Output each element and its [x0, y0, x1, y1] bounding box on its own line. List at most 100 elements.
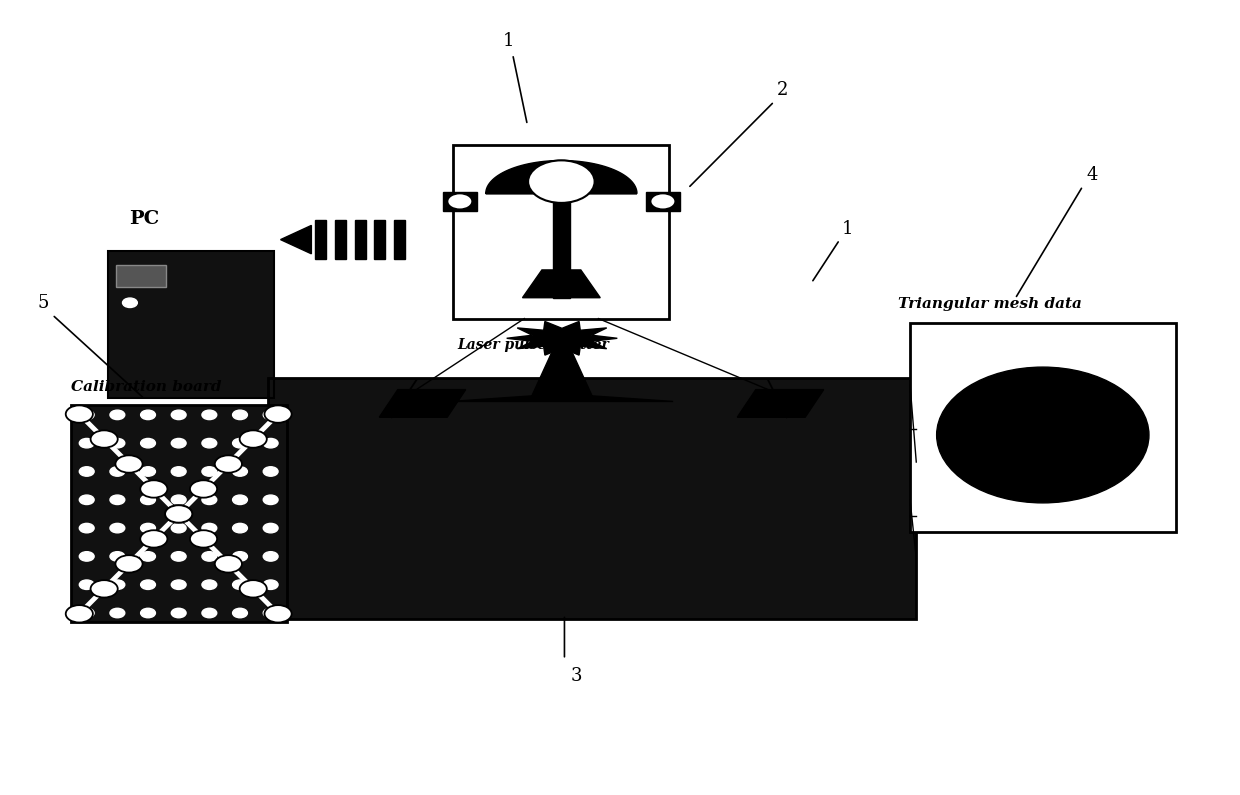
Circle shape — [79, 523, 94, 533]
Circle shape — [66, 405, 93, 423]
Circle shape — [140, 480, 167, 498]
Circle shape — [264, 405, 291, 423]
Bar — [443, 192, 477, 211]
Bar — [335, 220, 346, 259]
Text: 5: 5 — [37, 294, 48, 312]
Circle shape — [263, 523, 278, 533]
Circle shape — [263, 495, 278, 505]
Circle shape — [171, 580, 186, 589]
Circle shape — [115, 456, 143, 473]
Circle shape — [140, 552, 155, 561]
Circle shape — [110, 467, 125, 476]
Circle shape — [79, 580, 94, 589]
Circle shape — [448, 193, 472, 209]
Circle shape — [263, 410, 278, 420]
Circle shape — [140, 580, 155, 589]
Circle shape — [140, 530, 167, 548]
Polygon shape — [379, 390, 466, 417]
Circle shape — [202, 523, 217, 533]
Polygon shape — [451, 396, 673, 401]
Polygon shape — [531, 346, 593, 398]
Circle shape — [91, 580, 118, 598]
Text: 2: 2 — [776, 81, 789, 99]
Circle shape — [233, 410, 248, 420]
Circle shape — [263, 580, 278, 589]
Circle shape — [202, 580, 217, 589]
Bar — [910, 323, 1176, 532]
Text: Triangular mesh data: Triangular mesh data — [898, 297, 1081, 311]
Circle shape — [110, 580, 125, 589]
Circle shape — [263, 438, 278, 448]
Circle shape — [165, 506, 192, 522]
Circle shape — [110, 495, 125, 505]
Circle shape — [263, 552, 278, 561]
Circle shape — [165, 506, 192, 522]
Bar — [394, 220, 405, 259]
Circle shape — [202, 410, 217, 420]
Bar — [268, 378, 916, 619]
Circle shape — [140, 523, 155, 533]
Circle shape — [79, 438, 94, 448]
Polygon shape — [507, 321, 618, 355]
Circle shape — [263, 467, 278, 476]
Circle shape — [79, 410, 94, 420]
Text: 1: 1 — [503, 32, 515, 50]
Bar — [315, 220, 326, 259]
Circle shape — [110, 552, 125, 561]
Circle shape — [202, 552, 217, 561]
Bar — [108, 251, 274, 398]
Circle shape — [140, 467, 155, 476]
Circle shape — [91, 430, 118, 448]
Bar — [71, 405, 286, 622]
Circle shape — [115, 555, 143, 572]
Circle shape — [202, 608, 217, 618]
Circle shape — [233, 467, 248, 476]
Bar — [454, 145, 670, 319]
Circle shape — [202, 495, 217, 505]
Circle shape — [215, 456, 242, 473]
Circle shape — [66, 605, 93, 622]
Bar — [108, 251, 274, 398]
Circle shape — [110, 608, 125, 618]
Text: 4: 4 — [1086, 166, 1097, 184]
Circle shape — [233, 608, 248, 618]
Circle shape — [79, 608, 94, 618]
Circle shape — [528, 161, 595, 203]
Circle shape — [110, 523, 125, 533]
Circle shape — [233, 552, 248, 561]
Circle shape — [140, 410, 155, 420]
Circle shape — [190, 530, 217, 548]
Circle shape — [263, 608, 278, 618]
Circle shape — [233, 495, 248, 505]
Circle shape — [171, 552, 186, 561]
Circle shape — [110, 438, 125, 448]
Text: 1: 1 — [842, 220, 853, 238]
Circle shape — [202, 438, 217, 448]
Circle shape — [651, 193, 676, 209]
Bar — [374, 220, 386, 259]
Circle shape — [264, 605, 291, 622]
Circle shape — [233, 580, 248, 589]
Circle shape — [171, 467, 186, 476]
Circle shape — [140, 495, 155, 505]
Circle shape — [239, 580, 267, 598]
Circle shape — [140, 438, 155, 448]
Circle shape — [171, 495, 186, 505]
Text: PC: PC — [130, 210, 160, 228]
Bar — [355, 220, 366, 259]
Text: 3: 3 — [570, 668, 582, 685]
Circle shape — [140, 608, 155, 618]
Circle shape — [239, 430, 267, 448]
Circle shape — [233, 438, 248, 448]
Circle shape — [233, 523, 248, 533]
Text: Calibration board: Calibration board — [71, 379, 221, 394]
Circle shape — [171, 438, 186, 448]
Circle shape — [936, 367, 1149, 503]
Bar — [646, 192, 681, 211]
Circle shape — [79, 552, 94, 561]
Circle shape — [202, 467, 217, 476]
Circle shape — [79, 467, 94, 476]
Polygon shape — [280, 226, 311, 254]
Circle shape — [110, 410, 125, 420]
Circle shape — [171, 523, 186, 533]
